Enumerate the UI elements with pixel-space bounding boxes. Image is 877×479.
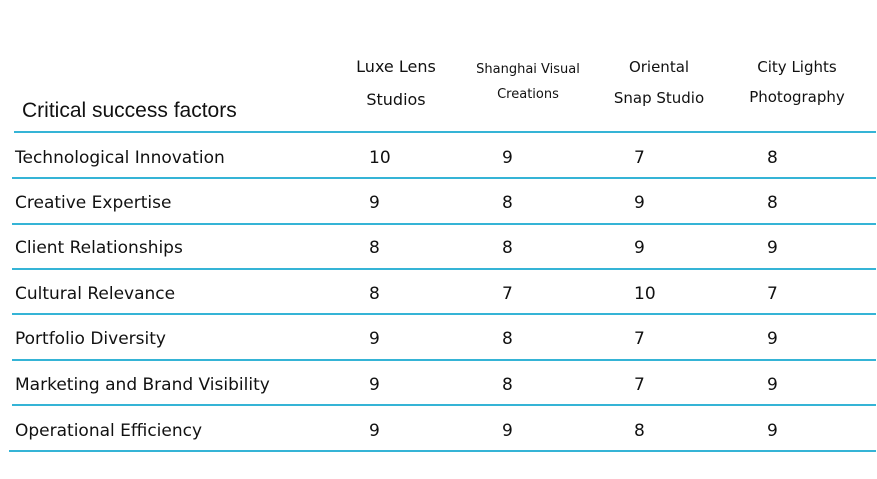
row-label: Client Relationships (15, 238, 183, 258)
column-header-3-line-1: Oriental (628, 58, 690, 76)
row-label: Technological Innovation (15, 148, 225, 168)
score-cell: 8 (502, 238, 513, 258)
score-cell: 8 (767, 193, 778, 213)
score-cell: 8 (634, 421, 645, 441)
score-cell: 7 (634, 329, 645, 349)
column-header-1-line-1: Luxe Lens (356, 57, 436, 76)
score-cell: 7 (634, 375, 645, 395)
score-cell: 9 (767, 238, 778, 258)
row-label: Marketing and Brand Visibility (15, 375, 270, 395)
row-divider (12, 177, 876, 179)
score-cell: 8 (767, 148, 778, 168)
score-cell: 9 (767, 329, 778, 349)
score-cell: 8 (502, 193, 513, 213)
row-divider (12, 313, 876, 315)
column-header-1-line-2: Studios (366, 90, 426, 109)
score-cell: 7 (634, 148, 645, 168)
score-cell: 9 (634, 238, 645, 258)
column-header-2-line-1: Shanghai Visual (476, 62, 580, 77)
row-label: Creative Expertise (15, 193, 172, 213)
score-cell: 9 (369, 329, 380, 349)
score-cell: 9 (767, 375, 778, 395)
row-header-title: Critical success factors (22, 99, 237, 122)
score-cell: 9 (369, 193, 380, 213)
score-cell: 9 (502, 148, 513, 168)
score-cell: 10 (634, 284, 656, 304)
header-divider (14, 131, 876, 133)
score-cell: 9 (767, 421, 778, 441)
score-cell: 10 (369, 148, 391, 168)
row-label: Operational Efficiency (15, 421, 203, 441)
column-header-3-line-2: Snap Studio (613, 89, 705, 107)
row-divider (12, 404, 876, 406)
row-label: Cultural Relevance (15, 284, 176, 304)
score-cell: 7 (502, 284, 513, 304)
score-cell: 8 (369, 238, 380, 258)
column-header-4-line-2: Photography (749, 88, 845, 106)
row-divider (12, 268, 876, 270)
score-cell: 8 (502, 375, 513, 395)
row-divider (12, 223, 876, 225)
score-cell: 9 (634, 193, 645, 213)
column-header-4-line-1: City Lights (757, 58, 837, 76)
row-divider (9, 450, 876, 452)
score-cell: 8 (502, 329, 513, 349)
column-header-2-line-2: Creations (497, 87, 559, 102)
score-cell: 9 (369, 375, 380, 395)
row-divider (12, 359, 876, 361)
score-cell: 9 (369, 421, 380, 441)
score-cell: 8 (369, 284, 380, 304)
row-label: Portfolio Diversity (15, 329, 166, 349)
score-cell: 9 (502, 421, 513, 441)
score-cell: 7 (767, 284, 778, 304)
